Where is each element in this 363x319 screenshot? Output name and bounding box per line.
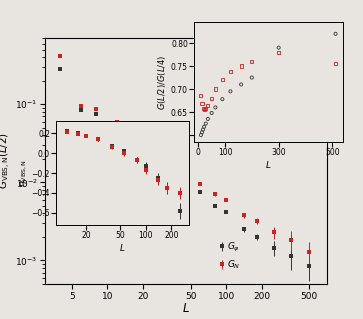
Y-axis label: $G(L/2)/G(L/4)$: $G(L/2)/G(L/4)$ [156,54,168,110]
Point [276,50,282,55]
Legend: $G_{\varphi}$, $G_N$: $G_{\varphi}$, $G_N$ [219,240,241,272]
Point [198,93,204,99]
Point [203,106,209,111]
X-axis label: $L$: $L$ [265,159,272,170]
Point [200,127,206,132]
Point [203,121,209,126]
Point [276,45,282,50]
X-axis label: $L$: $L$ [119,241,126,253]
Point [238,63,244,69]
Point [199,130,205,135]
Point [249,75,255,80]
Point [200,106,206,111]
X-axis label: $L$: $L$ [182,302,190,315]
Point [220,77,225,82]
Point [201,107,207,112]
Point [212,86,218,92]
Point [333,31,338,36]
Point [209,110,215,115]
Point [249,59,255,64]
Point [209,96,215,101]
Point [333,61,338,66]
Point [201,124,207,129]
Point [228,69,233,74]
Point [220,97,225,102]
Point [205,103,211,108]
Point [238,82,244,87]
Point [205,116,211,122]
Y-axis label: $G_{\mathrm{VBS,N}}(L/2)$: $G_{\mathrm{VBS,N}}(L/2)$ [0,133,13,189]
Point [199,101,205,106]
Point [228,89,233,94]
Point [212,105,218,110]
Y-axis label: $\eta_{\mathrm{VBS,N}}$: $\eta_{\mathrm{VBS,N}}$ [18,159,29,187]
Point [198,132,204,137]
